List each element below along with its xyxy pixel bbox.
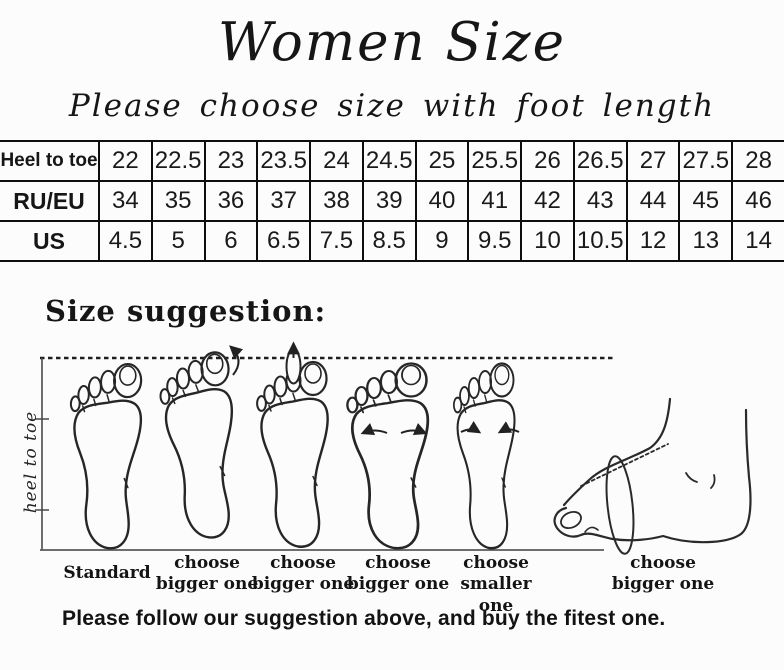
size-cell: 25.5 [467,140,523,182]
size-cell: 14 [731,220,784,262]
narrow-foot-arrows [460,420,520,434]
size-cell: 4.5 [98,220,153,262]
size-suggestion-heading: Size suggestion: [45,294,327,328]
size-cell: 37 [256,180,312,222]
size-row-label: RU/EU [0,180,100,222]
size-cell: 9 [414,220,470,262]
heel-to-toe-axis-label: heel to toe [21,410,41,514]
size-row-label: Heel to toe [0,140,100,182]
foot-label-standard: Standard [63,563,151,583]
foot-label-long-second-toe: choose bigger one [251,553,355,595]
size-cell: 27.5 [678,140,734,182]
big-toe-over-line-arrow [229,345,244,376]
size-row-label: US [0,220,100,262]
size-cell: 25 [414,140,470,182]
footprint-wide [346,362,430,550]
size-cell: 36 [203,180,259,222]
size-cell: 42 [520,180,575,222]
size-cell: 38 [309,180,364,222]
size-cell: 23.5 [256,140,312,182]
size-table: Heel to toe 22 22.5 23 23.5 24 24.5 25 25.5 26 26.… [0,140,784,262]
wide-foot-arrows [360,423,428,436]
size-cell: 13 [678,220,734,262]
size-cell: 34 [98,180,153,222]
page-title: Women Size [218,12,566,73]
size-cell: 10 [520,220,575,262]
size-cell: 45 [678,180,734,222]
size-cell: 12 [625,220,681,262]
size-cell: 23 [203,140,259,182]
footprint-narrow [452,362,516,550]
size-table-row: RU/EU 34 35 36 37 38 39 40 41 42 43 44 45 46 [0,180,784,222]
size-cell: 22.5 [150,140,206,182]
footprint-long-second-toe [255,348,329,548]
footer-note: Please follow our suggestion above, and … [62,607,666,630]
size-cell: 24.5 [361,140,417,182]
size-cell: 40 [414,180,470,222]
size-cell: 44 [625,180,681,222]
size-table-row: Heel to toe 22 22.5 23 23.5 24 24.5 25 25.5 26 26.… [0,140,784,182]
size-table-row: US 4.5 5 6 6.5 7.5 8.5 9 9.5 10 10.5 12 13 14 [0,220,784,262]
size-cell: 26.5 [572,140,628,182]
size-cell: 6 [203,220,259,262]
size-cell: 43 [572,180,628,222]
size-cell: 41 [467,180,523,222]
size-cell: 27 [625,140,681,182]
side-foot-high-instep [553,397,752,555]
size-suggestion-diagram [35,341,752,555]
subtitle: Please choose size with foot length [68,88,716,124]
size-table-body: Heel to toe 22 22.5 23 23.5 24 24.5 25 25.5 26 26.… [0,140,784,262]
size-cell: 22 [98,140,153,182]
size-cell: 6.5 [256,220,312,262]
footprint-long-big-toe [157,350,240,541]
measure-axis [35,358,49,550]
size-cell: 8.5 [361,220,417,262]
size-cell: 35 [150,180,206,222]
size-cell: 5 [150,220,206,262]
instep-circle [605,455,635,555]
foot-label-narrow: choose smaller one [460,553,532,616]
footprint-standard [64,360,144,551]
size-cell: 9.5 [467,220,523,262]
foot-label-wide: choose bigger one [346,553,450,595]
size-cell: 24 [309,140,364,182]
size-cell: 10.5 [572,220,628,262]
foot-label-long-big-toe: choose bigger one [155,553,259,595]
size-cell: 26 [520,140,575,182]
size-cell: 46 [731,180,784,222]
size-cell: 28 [731,140,784,182]
size-cell: 39 [361,180,417,222]
instep-measure-line [580,443,669,487]
size-cell: 7.5 [309,220,364,262]
foot-label-side-foot: choose bigger one [611,553,715,595]
